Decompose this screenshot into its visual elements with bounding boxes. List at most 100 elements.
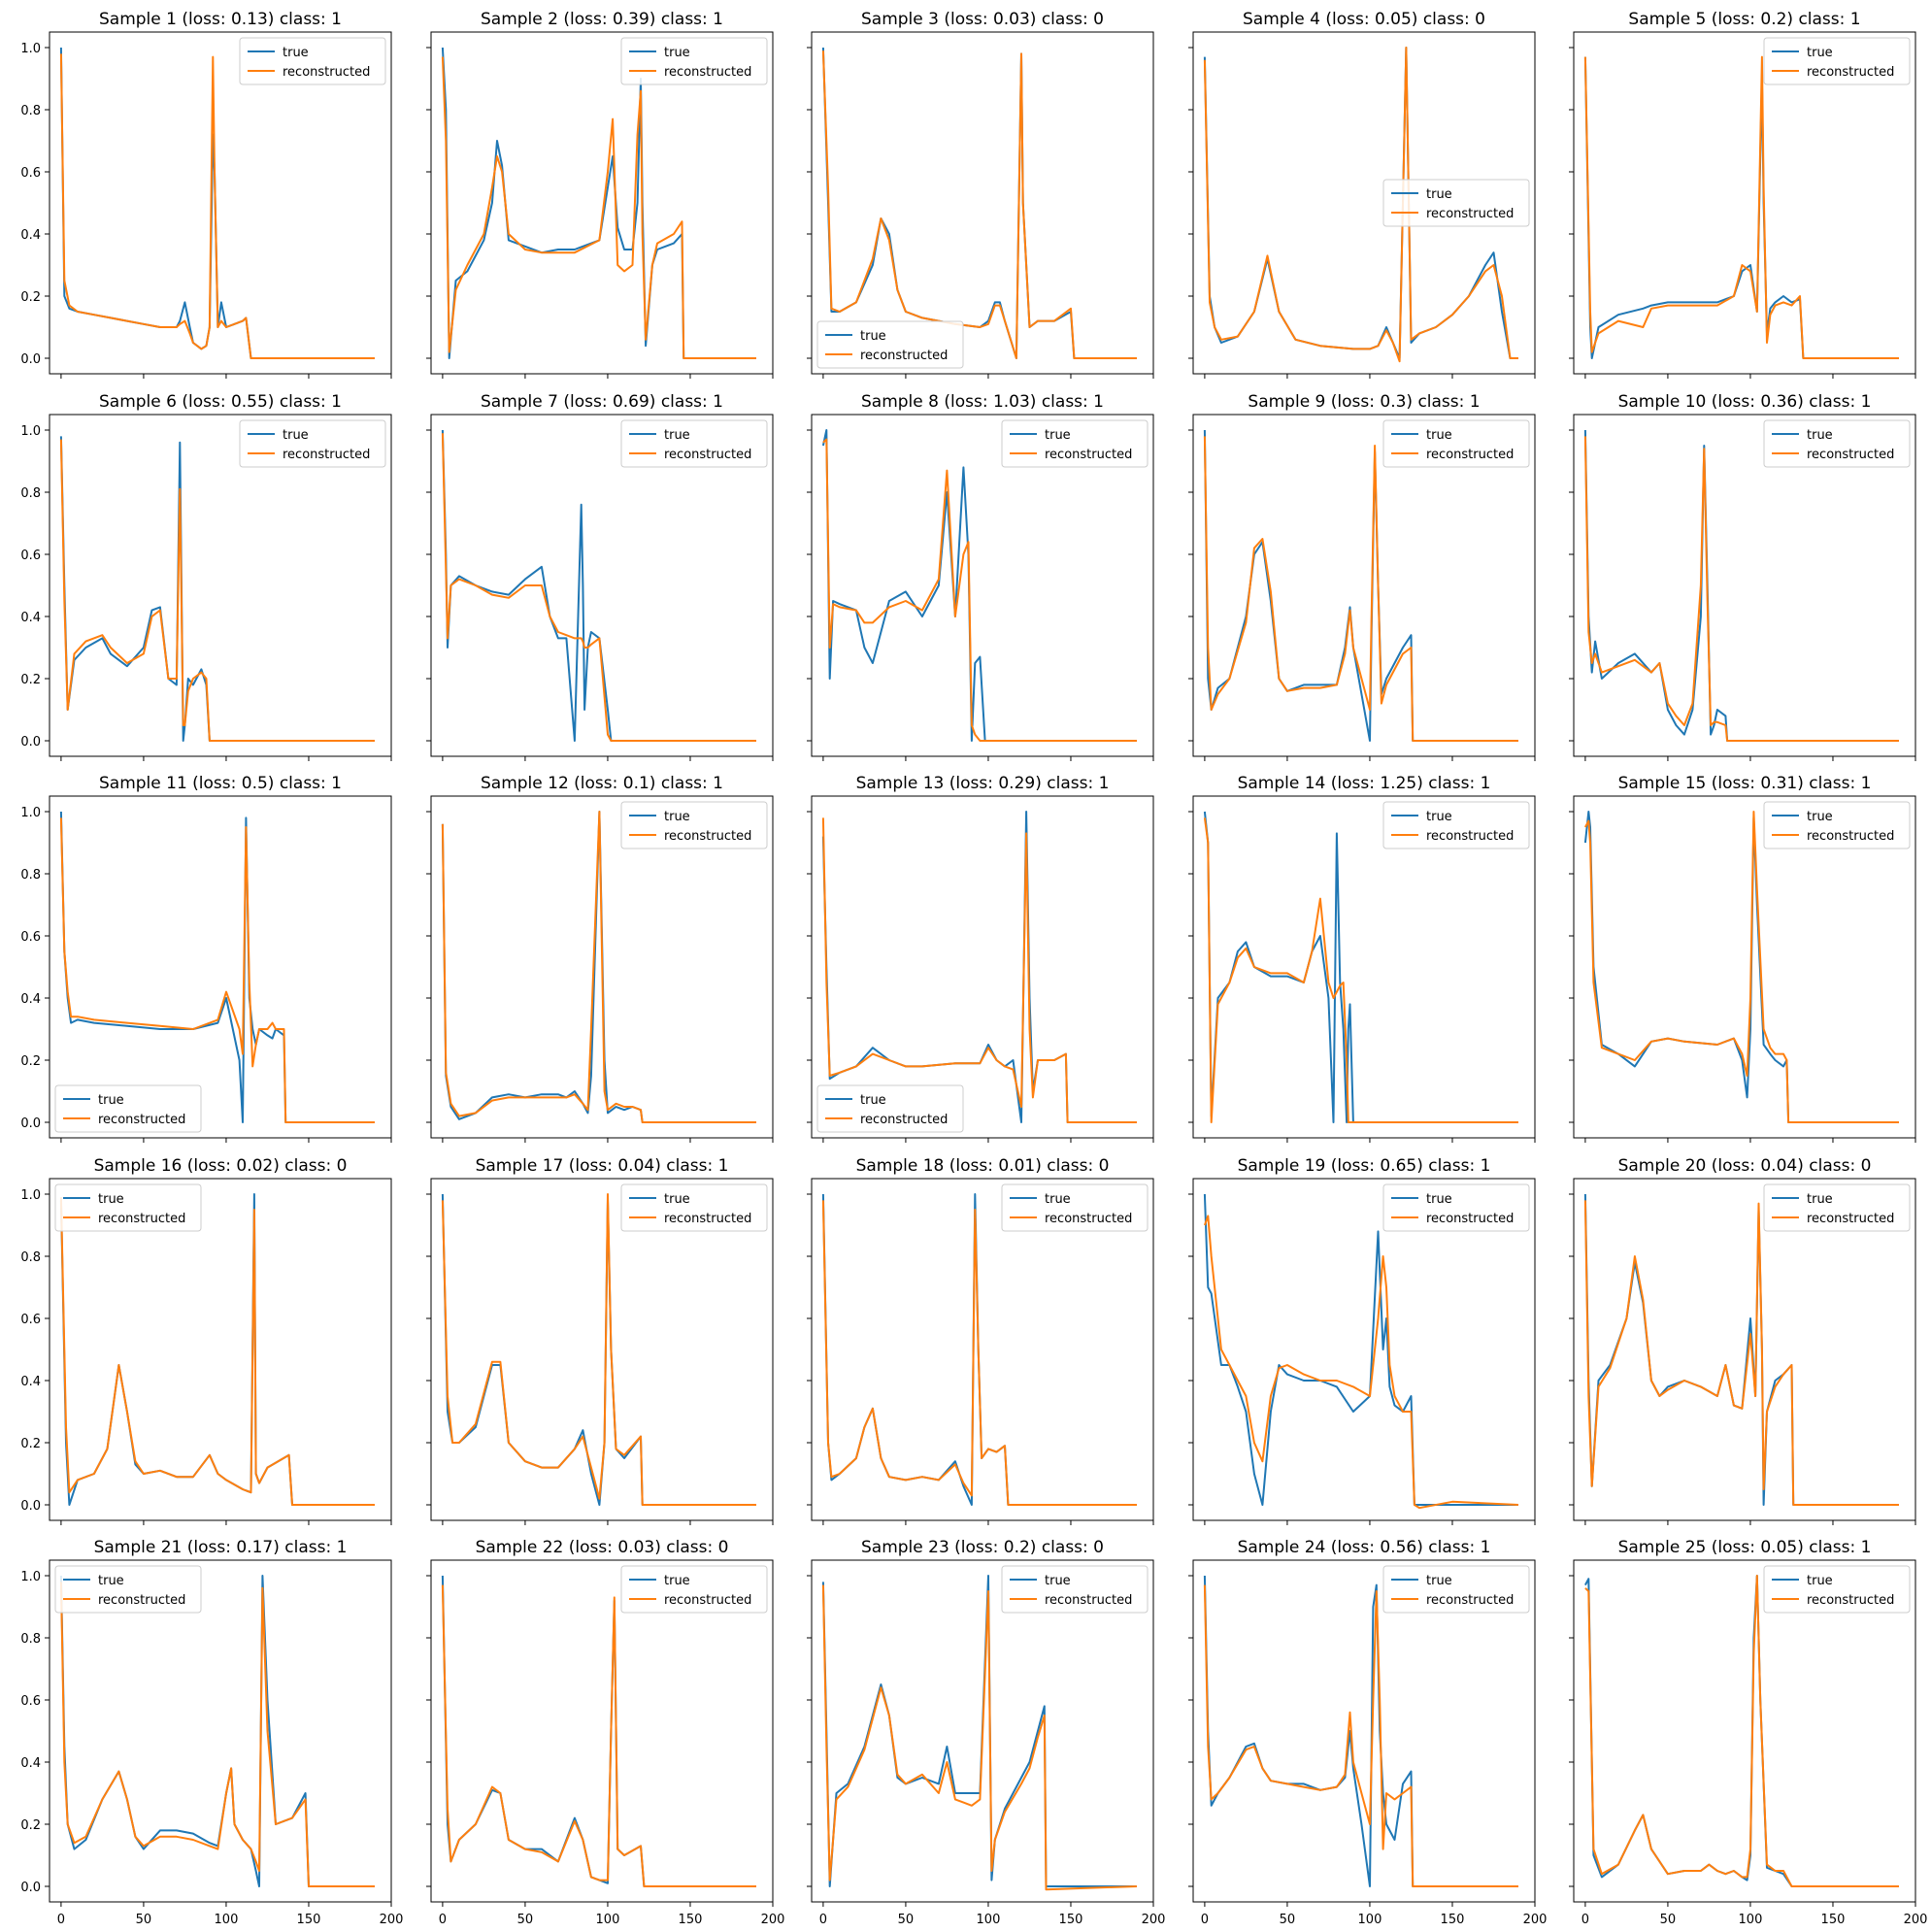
subplot-20: Sample 20 (loss: 0.04) class: 0 true recon… [1569,1156,1916,1525]
axes-frame [430,795,774,1139]
subplot-18: Sample 18 (loss: 0.01) class: 0 true recon… [807,1156,1154,1525]
subplot-14: Sample 14 (loss: 1.25) class: 1 true recon… [1188,774,1536,1143]
subplot-title: Sample 5 (loss: 0.2) class: 1 [1628,10,1860,29]
legend: true reconstructed [620,37,768,85]
subplot-1: Sample 1 (loss: 0.13) class: 1 0.0 0.2 0.4 0… [20,10,392,379]
x-tick-label: 50 [517,1913,534,1927]
x-tick-label: 50 [136,1913,152,1927]
subplot-17: Sample 17 (loss: 0.04) class: 1 true recon… [426,1156,774,1525]
y-tick-label: 0.2 [20,1818,41,1833]
axes-frame [1573,414,1916,757]
series-line-true [821,1575,1137,1887]
series-line-true [821,47,1137,359]
legend-box [1382,419,1530,468]
series-line-reconstructed [59,439,375,742]
y-tick-label: 0.0 [20,1881,41,1895]
legend-label-reconstructed: reconstructed [1426,1212,1514,1226]
subplot-title: Sample 14 (loss: 1.25) class: 1 [1238,774,1491,793]
legend: true reconstructed [1001,1183,1149,1232]
subplot-22: Sample 22 (loss: 0.03) class: 0 0 50 100 150… [426,1538,784,1927]
legend: true reconstructed [1763,1183,1911,1232]
legend: true reconstructed [1382,801,1530,849]
subplot-12: Sample 12 (loss: 0.1) class: 1 true recons… [426,774,774,1143]
x-tick-label: 0 [1581,1913,1589,1927]
y-tick-label: 0.0 [20,1499,41,1514]
legend: true reconstructed [1763,1565,1911,1614]
legend-box [54,1084,202,1133]
legend-box [620,37,768,85]
legend: true reconstructed [1763,37,1911,85]
y-tick-label: 0.2 [20,1437,41,1451]
y-tick-label: 1.0 [20,806,41,820]
legend: true reconstructed [816,1084,964,1133]
legend-label-true: true [664,428,690,443]
legend-box [1001,1183,1149,1232]
series-line-true [59,811,375,1123]
x-tick-label: 150 [679,1913,703,1927]
subplot-25: Sample 25 (loss: 0.05) class: 1 0 50 100 150… [1569,1538,1927,1927]
x-tick-label: 200 [761,1913,785,1927]
x-tick-label: 200 [1904,1913,1928,1927]
x-tick-label: 150 [1059,1913,1083,1927]
subplot-7: Sample 7 (loss: 0.69) class: 1 true recons… [426,392,774,761]
axes-frame [1192,31,1536,375]
series-line-true [821,429,1137,742]
y-tick-label: 0.2 [20,290,41,305]
series-line-reconstructed [1203,1215,1519,1510]
legend: true reconstructed [54,1183,202,1232]
subplot-15: Sample 15 (loss: 0.31) class: 1 true recon… [1569,774,1916,1143]
subplot-title: Sample 19 (loss: 0.65) class: 1 [1238,1156,1491,1176]
series-line-reconstructed [821,1200,1137,1506]
legend-label-true: true [98,1093,124,1108]
series-line-true [441,1193,756,1506]
series-line-reconstructed [59,53,375,359]
legend-label-true: true [860,1093,886,1108]
legend-box [620,801,768,849]
series-line-true [59,1575,375,1887]
subplot-title: Sample 9 (loss: 0.3) class: 1 [1248,392,1480,412]
subplot-title: Sample 7 (loss: 0.69) class: 1 [481,392,723,412]
legend-box [620,419,768,468]
legend: true reconstructed [1382,179,1530,227]
y-tick-label: 1.0 [20,1570,41,1584]
legend-label-true: true [1807,1192,1833,1207]
x-tick-label: 200 [1142,1913,1166,1927]
x-tick-label: 50 [898,1913,915,1927]
subplot-title: Sample 15 (loss: 0.31) class: 1 [1618,774,1872,793]
series-line-reconstructed [59,1197,375,1506]
series-line-true [441,429,756,742]
legend-box [1763,37,1911,85]
x-tick-label: 100 [1739,1913,1763,1927]
subplot-4: Sample 4 (loss: 0.05) class: 0 true recons… [1188,10,1536,379]
x-tick-label: 150 [1441,1913,1465,1927]
series-line-true [441,1575,756,1887]
subplot-title: Sample 24 (loss: 0.56) class: 1 [1238,1538,1491,1557]
series-line-reconstructed [821,1584,1138,1891]
legend-label-reconstructed: reconstructed [1807,829,1894,844]
subplot-title: Sample 23 (loss: 0.2) class: 0 [861,1538,1104,1557]
y-tick-label: 0.8 [20,1250,41,1265]
legend: true reconstructed [620,1183,768,1232]
series-line-reconstructed [441,1584,756,1887]
legend-box [1763,1183,1911,1232]
y-tick-label: 0.8 [20,486,41,501]
subplot-21: Sample 21 (loss: 0.17) class: 1 0 50 100 150… [20,1538,403,1927]
axes-frame [430,414,774,757]
legend: true reconstructed [1382,419,1530,468]
x-tick-label: 0 [1201,1913,1209,1927]
y-tick-label: 0.2 [20,1054,41,1069]
subplot-13: Sample 13 (loss: 0.29) class: 1 true recon… [807,774,1154,1143]
legend-label-reconstructed: reconstructed [1426,207,1514,221]
subplot-11: Sample 11 (loss: 0.5) class: 1 0.0 0.2 0.4 0… [20,774,392,1143]
y-tick-label: 0.6 [20,166,41,181]
legend-label-true: true [664,46,690,60]
legend-label-true: true [1807,46,1833,60]
series-line-true [1583,1193,1899,1506]
series-line-reconstructed [441,1193,756,1506]
y-tick-label: 0.4 [20,611,41,625]
legend: true reconstructed [620,801,768,849]
legend-label-reconstructed: reconstructed [664,829,751,844]
legend-label-true: true [860,329,886,344]
legend-label-reconstructed: reconstructed [1426,448,1514,462]
axes-frame [49,1178,392,1521]
